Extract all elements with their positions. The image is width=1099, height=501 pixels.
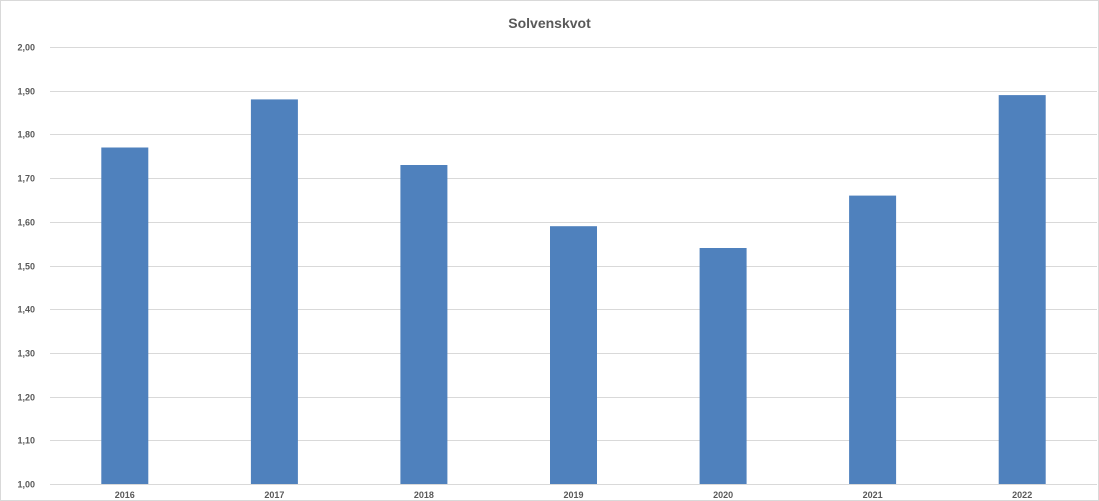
y-tick-label: 1,90 [17,87,35,97]
y-tick-label: 1,10 [17,436,35,446]
y-tick-label: 1,80 [17,130,35,140]
x-tick-label: 2022 [1012,490,1032,500]
bars [101,95,1046,485]
x-tick-label: 2019 [563,490,583,500]
y-tick-label: 1,60 [17,218,35,228]
bar-2016 [101,147,149,484]
y-tick-label: 1,70 [17,174,35,184]
x-tick-label: 2020 [713,490,733,500]
y-tick-label: 1,00 [17,480,35,490]
bar-2021 [849,195,897,484]
bar-2018 [400,165,448,484]
y-tick-label: 1,50 [17,262,35,272]
bar-2022 [998,95,1046,484]
y-tick-label: 2,00 [17,43,35,53]
x-tick-label: 2021 [863,490,883,500]
y-tick-label: 1,20 [17,393,35,403]
y-tick-label: 1,40 [17,305,35,315]
x-tick-label: 2016 [115,490,135,500]
y-tick-label: 1,30 [17,349,35,359]
x-tick-label: 2018 [414,490,434,500]
x-tick-label: 2017 [264,490,284,500]
y-axis-ticks: 1,00 1,10 1,20 1,30 1,40 1,50 1,60 1,70 1,80 1,90… [17,43,35,490]
chart-title: Solvenskvot [508,15,591,31]
bar-2017 [250,99,298,485]
bar-2019 [550,226,597,484]
x-axis-ticks: 2016 2017 2018 2019 2020 2021 2022 [115,490,1032,500]
bar-2020 [699,248,747,484]
